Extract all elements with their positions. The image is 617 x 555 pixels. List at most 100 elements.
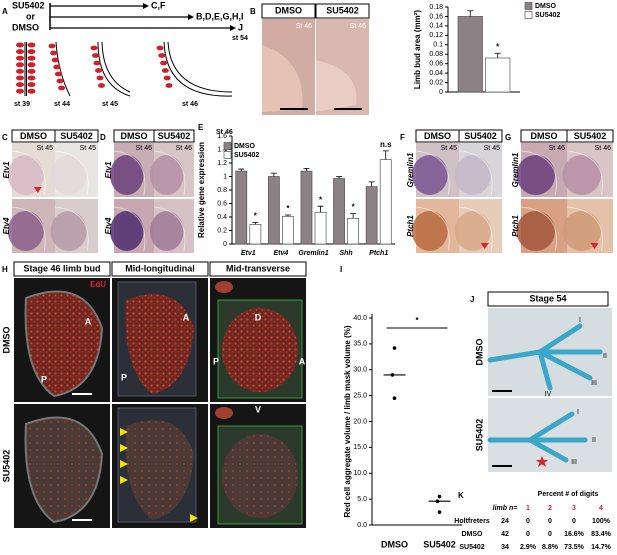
cell: 0 — [572, 518, 576, 525]
limb-render — [24, 290, 104, 398]
y-tick-label: 0.06 — [429, 61, 443, 68]
panel-letter: D — [100, 133, 106, 142]
digit-label: III — [571, 459, 577, 466]
cell: 8.8% — [542, 544, 559, 551]
digit-label: II — [603, 353, 607, 360]
stage-label: st 46 — [182, 101, 198, 108]
bar — [333, 178, 345, 245]
cell: 0 — [526, 531, 530, 538]
y-tick-label: 20.0 — [353, 418, 367, 425]
significance: * — [319, 195, 323, 204]
significance: n.s — [380, 140, 392, 149]
row-label: DMSO — [1, 327, 11, 354]
y-axis-label: Relative gene expression — [197, 142, 206, 238]
cartilage — [16, 82, 24, 88]
limb-edge — [153, 206, 186, 252]
digit-label: I — [579, 317, 581, 324]
bar — [314, 211, 327, 245]
stain — [516, 155, 556, 195]
legend-label: SU5402 — [535, 12, 560, 19]
skeleton — [487, 323, 603, 391]
limb-outline — [101, 41, 131, 93]
cartilage — [16, 75, 24, 81]
limb-edge — [11, 150, 46, 196]
x-tick-label: Ptch1 — [369, 250, 388, 257]
y-tick-label: 0.2 — [217, 227, 227, 234]
cartilage — [16, 68, 24, 74]
stain — [562, 211, 602, 251]
column-header: DMSO — [531, 131, 558, 141]
axis-label: D — [255, 312, 262, 322]
column-header: SU5402 — [60, 131, 93, 141]
joiner: or — [26, 11, 35, 21]
y-tick-label: 1.2 — [217, 160, 227, 167]
section — [222, 434, 298, 518]
y-tick-label: 0.12 — [429, 32, 443, 39]
stain — [454, 155, 491, 195]
header-box — [153, 129, 195, 143]
row-label: Gremlin1 — [511, 152, 520, 187]
legend-label: DMSO — [234, 143, 256, 150]
section — [222, 308, 298, 392]
photo — [488, 398, 612, 472]
limb-edge — [520, 150, 557, 196]
limb-outline — [163, 41, 233, 97]
error-bar — [238, 168, 245, 172]
header-box — [566, 129, 614, 143]
panel-letter: H — [2, 265, 8, 274]
limb-edge — [113, 206, 146, 252]
arrowhead — [190, 514, 198, 522]
error-bar — [382, 150, 389, 160]
cartilage — [158, 53, 166, 58]
arrowhead — [120, 476, 128, 484]
y-tick-label: 0.8 — [217, 187, 227, 194]
cartilage — [160, 60, 168, 66]
header-box — [487, 291, 609, 307]
column-header: SU5402 — [574, 131, 607, 141]
error-bar — [368, 181, 375, 187]
panel-title: Stage 54 — [529, 293, 566, 303]
header-box — [209, 261, 307, 277]
x-tick-label: Etv4 — [274, 250, 289, 257]
cartilage — [98, 83, 105, 88]
point — [437, 510, 442, 514]
cell: 0 — [548, 531, 552, 538]
x-tick-label: Shh — [339, 250, 352, 257]
digit-label: IV — [545, 391, 552, 398]
panel-letter: I — [340, 265, 342, 274]
bar — [267, 176, 280, 245]
column-header: 4 — [599, 505, 603, 512]
cartilage — [27, 49, 36, 55]
row-label: SU5402 — [474, 419, 484, 452]
significance: * — [254, 212, 258, 221]
y-tick-label: 0.18 — [429, 4, 443, 11]
bar — [249, 224, 262, 245]
cell: 24 — [501, 518, 509, 525]
limb-edge — [54, 150, 89, 196]
arrowhead — [480, 243, 489, 249]
cartilage — [27, 88, 36, 94]
axis-label: P — [121, 372, 127, 382]
y-tick-label: 0.6 — [217, 200, 227, 207]
limb-edge — [566, 150, 603, 196]
limb-edge — [153, 150, 186, 196]
cartilage — [16, 55, 24, 61]
legend-swatch — [524, 11, 533, 19]
arrow-head — [143, 3, 149, 9]
cell: 14.7% — [591, 544, 612, 551]
error-bar — [467, 10, 474, 17]
y-tick-label: 0.16 — [429, 13, 443, 20]
column-header: SU5402 — [158, 131, 191, 141]
column-header: DMSO — [121, 131, 148, 141]
cartilage — [27, 82, 36, 88]
row-label: Etv1 — [104, 161, 113, 178]
header-box — [111, 261, 209, 277]
arrow-label: C,F — [151, 0, 166, 10]
limb-edge — [458, 206, 493, 252]
y-tick-label: 0.02 — [429, 79, 443, 86]
axis-label: P — [41, 374, 47, 384]
y-tick-label: 0.0 — [357, 522, 367, 529]
legend-swatch — [524, 2, 533, 10]
